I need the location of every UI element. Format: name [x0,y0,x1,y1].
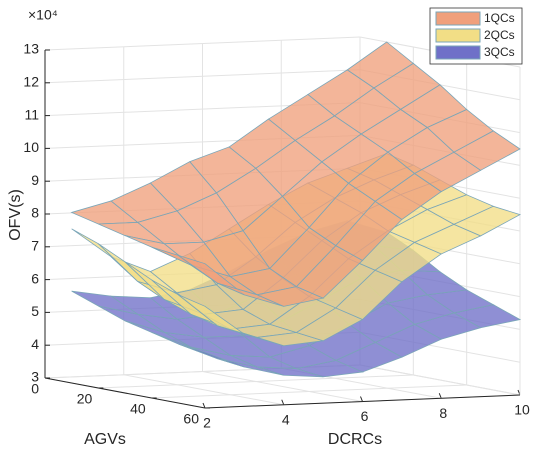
x-tick-label: 10 [514,402,530,418]
grid-line [98,374,414,389]
legend-label: 2QCs [484,28,515,42]
z-tick-label: 10 [23,139,39,155]
y-tick-label: 20 [77,391,93,407]
z-tick-label: 4 [31,336,39,352]
z-multiplier: ×10⁴ [28,7,58,23]
legend-label: 1QCs [484,11,515,25]
x-tick-label: 4 [282,411,290,427]
grid-line [359,364,521,396]
legend-swatch [435,28,481,43]
x-tick [202,402,206,409]
y-tick-label: 0 [31,381,39,397]
x-axis [204,394,521,409]
x-tick-label: 6 [361,408,369,424]
surface-cell [452,205,522,237]
z-tick-label: 6 [31,270,39,286]
x-tick-label: 2 [203,415,211,431]
y-axis [44,377,206,409]
legend-swatch [435,45,481,60]
x-tick [360,396,363,402]
surface-cell [453,130,521,171]
z-tick-label: 13 [23,41,39,57]
z-tick-label: 5 [31,303,39,319]
legend-label: 3QCs [484,45,515,59]
y-tick-label: 60 [183,411,199,427]
z-axis-label: OFV(s) [7,189,24,241]
surface-cell [452,304,522,329]
grid-line [202,371,363,402]
z-tick-label: 3 [31,369,39,385]
legend-swatch [435,11,481,26]
x-axis-label: DCRCs [328,431,382,448]
y-axis-label: AGVs [84,431,126,448]
z-tick-label: 9 [31,172,39,188]
grid-line [123,374,284,406]
grid-line [151,384,467,399]
z-tick-label: 12 [23,74,39,90]
z-tick-label: 7 [31,238,39,254]
z-tick-label: 8 [31,205,39,221]
x-tick-label: 8 [439,405,447,421]
x-tick [438,393,442,399]
y-tick-label: 40 [130,401,146,417]
x-tick [281,399,285,405]
z-tick-label: 11 [24,106,39,122]
